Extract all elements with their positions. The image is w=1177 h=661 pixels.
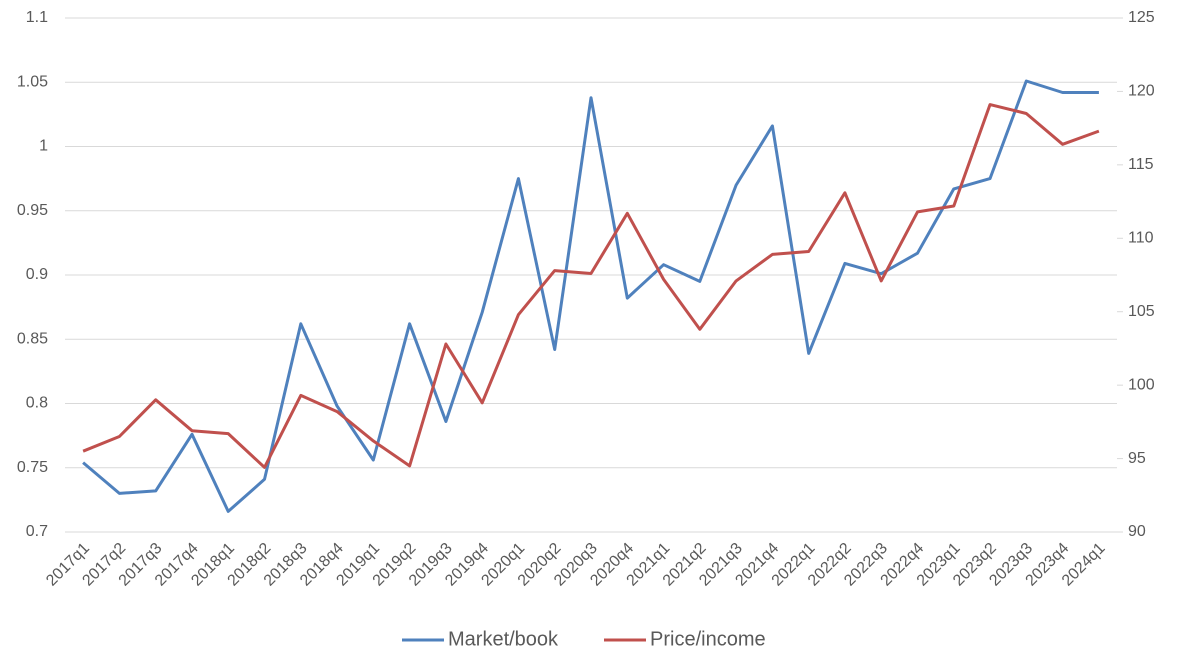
y2-tick-label: 125 <box>1128 9 1155 26</box>
y2-tick-label: 95 <box>1128 450 1146 467</box>
y-tick-label: 0.85 <box>17 330 48 347</box>
y2-tick-label: 100 <box>1128 376 1155 393</box>
legend-label: Market/book <box>448 628 559 650</box>
y2-tick-label: 105 <box>1128 303 1155 320</box>
y-tick-label: 0.95 <box>17 202 48 219</box>
legend-label: Price/income <box>650 628 766 650</box>
series-line <box>82 103 1100 469</box>
y-tick-label: 1.1 <box>26 9 48 26</box>
y-tick-label: 1.05 <box>17 73 48 90</box>
y-tick-label: 0.9 <box>26 266 48 283</box>
y2-tick-label: 110 <box>1128 230 1154 247</box>
y-tick-label: 0.7 <box>26 523 48 540</box>
y-tick-label: 0.75 <box>17 459 48 476</box>
y2-tick-label: 90 <box>1128 523 1146 540</box>
series-line <box>82 79 1099 513</box>
y2-tick-label: 115 <box>1128 156 1154 173</box>
y2-tick-label: 120 <box>1128 83 1155 100</box>
y-tick-label: 0.8 <box>26 395 48 412</box>
y-tick-label: 1 <box>39 138 48 155</box>
